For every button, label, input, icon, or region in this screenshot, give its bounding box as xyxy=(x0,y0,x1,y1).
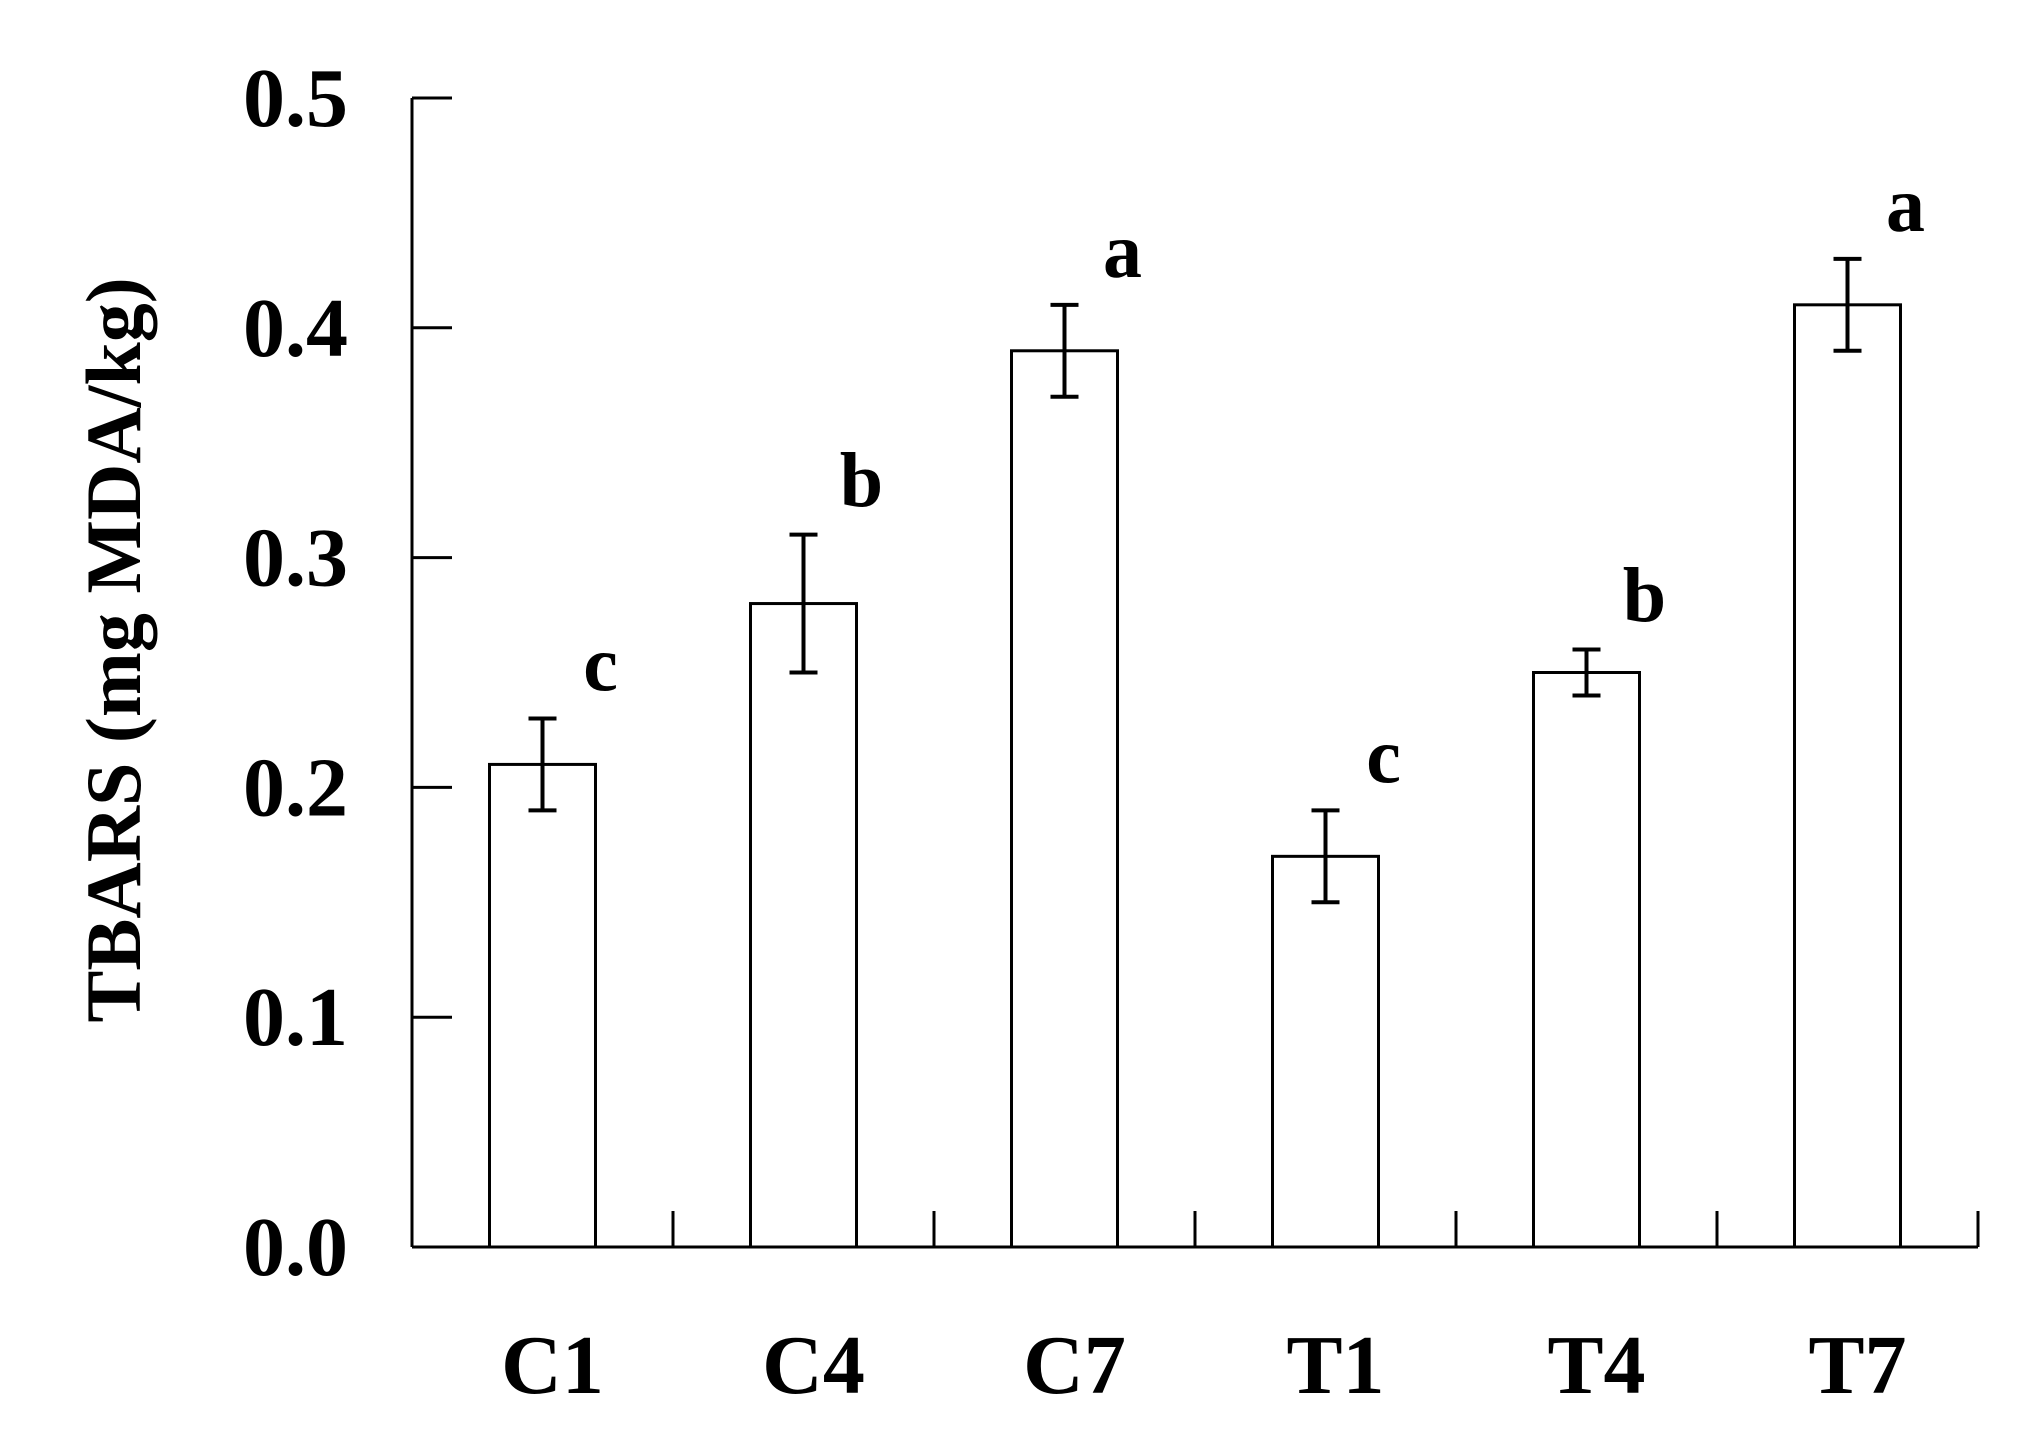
x-tick-label: T4 xyxy=(1547,1319,1645,1412)
y-tick-label: 0.3 xyxy=(243,512,348,605)
significance-label: a xyxy=(1103,207,1142,294)
bar xyxy=(1793,303,1902,1249)
x-tick-label: T7 xyxy=(1808,1319,1906,1412)
plot-area: 0.0 0.1 0.2 0.3 0.4 0.5 c C1 b C4 a C7 c T1 b T4 a T7 xyxy=(243,52,1980,1412)
significance-label: c xyxy=(1366,712,1401,799)
significance-label: b xyxy=(1623,552,1666,639)
y-axis-title: TBARS (mg MDA/kg) xyxy=(70,277,157,1022)
y-tick-label: 0.4 xyxy=(243,282,348,375)
y-tick-label: 0.0 xyxy=(243,1201,348,1294)
significance-label: b xyxy=(840,437,883,524)
x-tick-label: C7 xyxy=(1023,1319,1126,1412)
y-tick-label: 0.5 xyxy=(243,52,348,145)
bar xyxy=(1532,671,1641,1249)
bar xyxy=(1010,349,1119,1249)
significance-label: a xyxy=(1886,161,1925,248)
x-tick-label: C4 xyxy=(762,1319,865,1412)
y-tick-label: 0.2 xyxy=(243,741,348,834)
y-tick-label: 0.1 xyxy=(243,971,348,1064)
bar xyxy=(488,762,597,1249)
bar xyxy=(1271,854,1380,1249)
x-tick-label: C1 xyxy=(501,1319,604,1412)
significance-label: c xyxy=(583,620,618,707)
x-tick-label: T1 xyxy=(1286,1319,1384,1412)
bar xyxy=(749,602,858,1249)
